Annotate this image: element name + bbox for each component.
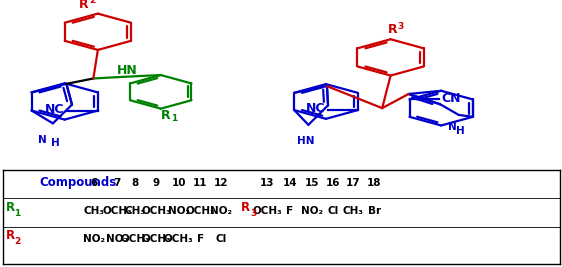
Text: NO₂: NO₂ <box>167 206 190 216</box>
Text: NO₂: NO₂ <box>210 206 232 216</box>
Text: OCH₃: OCH₃ <box>185 206 215 216</box>
Text: H: H <box>456 126 465 136</box>
Text: R: R <box>6 229 15 242</box>
Text: R: R <box>6 201 15 214</box>
Text: Cl: Cl <box>215 234 226 244</box>
Text: 2: 2 <box>89 0 96 5</box>
Text: R: R <box>241 201 250 214</box>
Text: 11: 11 <box>193 178 207 188</box>
Text: 3: 3 <box>397 22 404 31</box>
Text: 2: 2 <box>14 237 20 246</box>
Text: R: R <box>161 109 170 122</box>
Text: 8: 8 <box>132 178 138 188</box>
Text: NC: NC <box>306 102 325 115</box>
Text: OCH₃: OCH₃ <box>102 206 132 216</box>
Text: 3: 3 <box>250 209 257 218</box>
Text: 13: 13 <box>260 178 275 188</box>
Text: 17: 17 <box>346 178 360 188</box>
Text: CN: CN <box>442 92 461 105</box>
Text: Compounds: Compounds <box>39 176 116 189</box>
Text: NO₂: NO₂ <box>301 206 323 216</box>
Text: Cl: Cl <box>328 206 339 216</box>
Text: N: N <box>448 122 456 132</box>
Text: CH₃: CH₃ <box>84 206 105 216</box>
Text: CH₃: CH₃ <box>342 206 364 216</box>
Text: NO₂: NO₂ <box>83 234 106 244</box>
Text: 16: 16 <box>326 178 341 188</box>
Text: OCH₃: OCH₃ <box>142 234 171 244</box>
Text: R: R <box>79 0 89 11</box>
Text: 1: 1 <box>14 209 20 218</box>
Text: 15: 15 <box>305 178 319 188</box>
Text: R: R <box>387 23 397 36</box>
Text: H: H <box>51 138 60 148</box>
Text: 1: 1 <box>171 114 177 123</box>
Text: 7: 7 <box>113 178 121 188</box>
Text: Br: Br <box>368 206 381 216</box>
Text: 14: 14 <box>283 178 297 188</box>
Text: OCH₃: OCH₃ <box>164 234 193 244</box>
Text: HN: HN <box>297 136 314 146</box>
Text: HN: HN <box>117 64 138 77</box>
Text: CH₃: CH₃ <box>124 206 146 216</box>
Text: OCH₃: OCH₃ <box>142 206 171 216</box>
Text: NO₂: NO₂ <box>106 234 128 244</box>
Text: 12: 12 <box>214 178 228 188</box>
Text: N: N <box>38 135 47 144</box>
Text: 18: 18 <box>367 178 382 188</box>
Text: F: F <box>197 234 203 244</box>
Text: OCH₃: OCH₃ <box>120 234 149 244</box>
Text: 6: 6 <box>91 178 98 188</box>
Text: OCH₃: OCH₃ <box>253 206 282 216</box>
Text: 9: 9 <box>153 178 160 188</box>
Text: NC: NC <box>44 103 64 116</box>
Text: 10: 10 <box>171 178 186 188</box>
Text: F: F <box>287 206 293 216</box>
